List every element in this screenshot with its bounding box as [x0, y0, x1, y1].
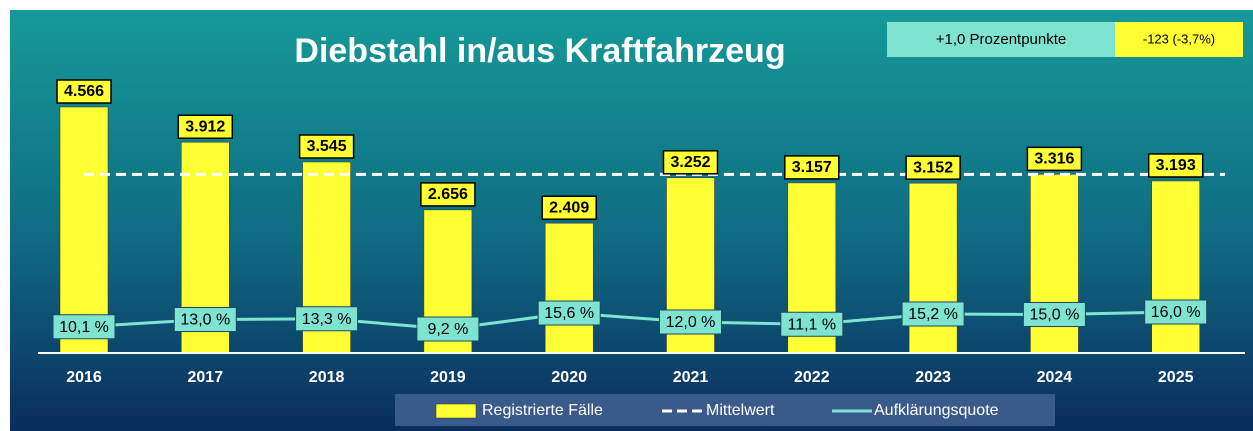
- badge: [887, 22, 1115, 57]
- value-label-box: [905, 155, 961, 180]
- value-label: 4.566: [64, 83, 104, 100]
- x-tick-label: 2023: [915, 369, 951, 386]
- rate-label-box: [780, 311, 844, 337]
- value-label-box: [56, 79, 112, 104]
- rate-label-box: [173, 307, 237, 332]
- badge-text: +1,0 Prozentpunkte: [936, 31, 1067, 48]
- value-label: 3.252: [670, 154, 710, 171]
- value-label-box: [298, 134, 355, 159]
- rate-label-box: [52, 314, 116, 340]
- value-label-box: [662, 150, 719, 175]
- x-tick-label: 2018: [309, 369, 345, 386]
- x-tick-label: 2020: [551, 369, 587, 386]
- legend-label: Mittelwert: [706, 402, 775, 419]
- value-label: 2.656: [428, 186, 468, 203]
- x-tick-label: 2016: [66, 369, 102, 386]
- rate-label: 15,0 %: [1029, 307, 1079, 324]
- value-label-box: [420, 182, 476, 207]
- rate-label: 12,0 %: [666, 314, 716, 331]
- rate-label-box: [1144, 299, 1208, 325]
- legend-swatch: [435, 403, 477, 419]
- value-label-box: [1147, 153, 1204, 178]
- value-label: 3.152: [913, 159, 953, 176]
- bar: [908, 182, 958, 354]
- value-label-box: [1026, 146, 1083, 172]
- rate-label: 10,1 %: [59, 319, 109, 336]
- rate-label-box: [901, 301, 965, 327]
- value-label: 3.912: [185, 118, 225, 135]
- x-tick-label: 2025: [1158, 369, 1194, 386]
- value-label: 3.157: [792, 159, 832, 176]
- rate-label: 16,0 %: [1151, 304, 1201, 321]
- rate-label: 9,2 %: [427, 321, 468, 338]
- value-label: 3.316: [1034, 151, 1074, 168]
- x-tick-label: 2019: [430, 369, 466, 386]
- bar: [544, 222, 594, 354]
- rate-label: 13,3 %: [302, 311, 352, 328]
- rate-label-box: [295, 306, 359, 332]
- bar: [1151, 180, 1200, 354]
- legend-label: Registrierte Fälle: [482, 402, 603, 419]
- rate-line: [83, 310, 1176, 331]
- badge: [1115, 22, 1243, 57]
- x-tick-label: 2022: [794, 369, 830, 386]
- value-label: 3.193: [1156, 157, 1196, 174]
- value-label: 2.409: [549, 199, 589, 216]
- value-label-box: [541, 195, 597, 220]
- rate-label: 15,6 %: [544, 305, 594, 322]
- rate-label-box: [416, 316, 480, 342]
- rate-label-box: [1022, 302, 1086, 327]
- x-tick-label: 2017: [188, 369, 224, 386]
- rate-label-box: [537, 300, 601, 326]
- x-tick-label: 2021: [673, 369, 709, 386]
- value-label: 3.545: [307, 138, 347, 155]
- value-label-box: [177, 114, 234, 139]
- rate-label: 11,1 %: [787, 316, 836, 333]
- rate-label: 13,0 %: [180, 312, 230, 329]
- rate-label-box: [659, 309, 722, 335]
- legend-label: Aufklärungsquote: [874, 402, 999, 419]
- legend: [395, 394, 1055, 426]
- bar: [59, 106, 109, 354]
- chart-title: Diebstahl in/aus Kraftfahrzeug: [294, 32, 785, 70]
- badge-text: -123 (-3,7%): [1143, 31, 1215, 46]
- value-label-box: [784, 155, 840, 180]
- rate-label: 15,2 %: [908, 306, 958, 323]
- x-tick-label: 2024: [1037, 369, 1073, 386]
